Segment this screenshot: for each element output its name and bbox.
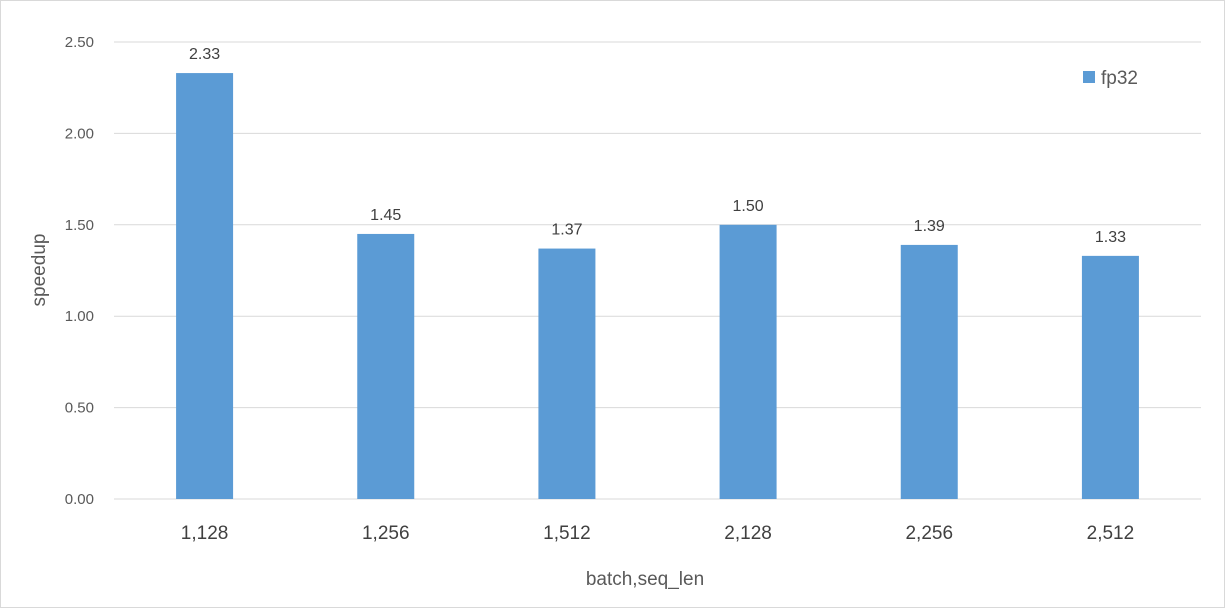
- x-axis-title: batch,seq_len: [586, 569, 704, 590]
- x-tick-label: 1,512: [543, 523, 591, 544]
- legend: fp32: [1083, 68, 1138, 89]
- data-label: 1.39: [914, 218, 945, 235]
- x-tick-label: 2,256: [905, 523, 953, 544]
- y-tick-label: 1.00: [65, 308, 94, 325]
- y-tick-label: 0.50: [65, 400, 94, 417]
- gridlines: [114, 41, 1201, 500]
- legend-swatch-fp32: [1083, 71, 1095, 83]
- data-label: 1.45: [370, 207, 401, 224]
- x-tick-labels: 1,128 1,256 1,512 2,128 2,256 2,512: [181, 523, 1134, 544]
- data-label: 1.37: [551, 222, 582, 239]
- bar: [357, 233, 415, 499]
- bar: [900, 244, 958, 499]
- legend-label-fp32: fp32: [1101, 68, 1138, 89]
- x-tick-label: 2,128: [724, 523, 772, 544]
- bar: [176, 73, 234, 500]
- bar: [1081, 255, 1139, 499]
- data-label: 2.33: [189, 46, 220, 63]
- y-axis-title: speedup: [29, 234, 50, 307]
- y-tick-label: 2.50: [65, 34, 94, 51]
- x-tick-label: 1,256: [362, 523, 410, 544]
- y-tick-label: 0.00: [65, 491, 94, 508]
- data-label: 1.50: [733, 198, 764, 215]
- y-tick-labels: 0.00 0.50 1.00 1.50 2.00 2.50: [65, 34, 94, 508]
- x-tick-label: 1,128: [181, 523, 229, 544]
- y-tick-label: 2.00: [65, 125, 94, 142]
- bar: [719, 224, 777, 500]
- x-tick-label: 2,512: [1087, 523, 1135, 544]
- data-label: 1.33: [1095, 229, 1126, 246]
- data-labels: 2.33 1.45 1.37 1.50 1.39 1.33: [189, 46, 1126, 246]
- bars: [176, 73, 1139, 500]
- bar: [538, 248, 596, 499]
- y-tick-label: 1.50: [65, 217, 94, 234]
